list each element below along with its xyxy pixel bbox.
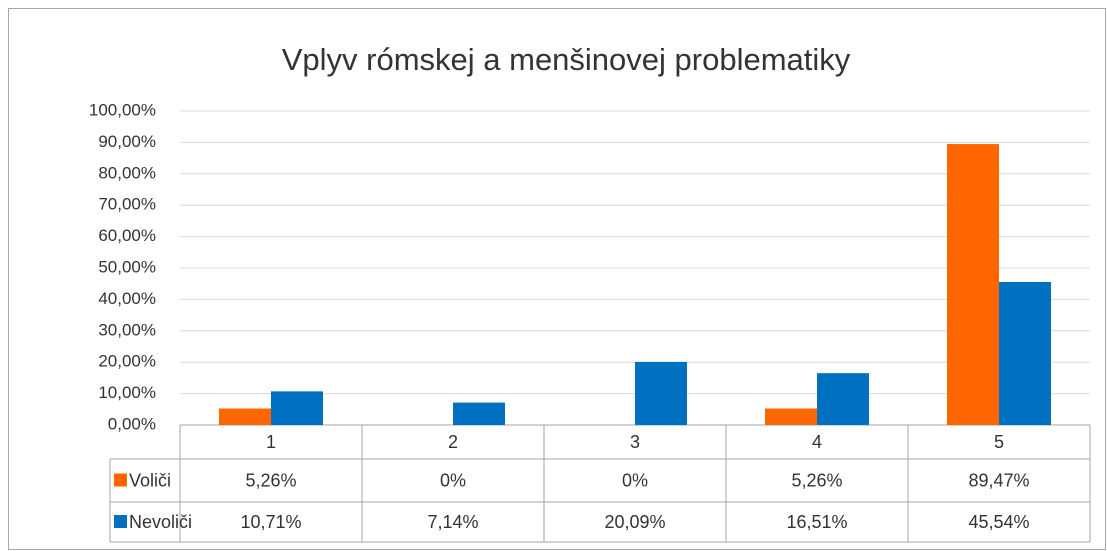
y-tick-label: 30,00% — [98, 320, 156, 339]
y-tick-label: 20,00% — [98, 352, 156, 371]
y-tick-label: 0,00% — [108, 414, 156, 433]
chart-title: Vplyv rómskej a menšinovej problematiky — [282, 42, 851, 77]
bar — [635, 361, 687, 425]
bar — [947, 144, 999, 425]
x-tick-label: 2 — [448, 432, 458, 452]
legend-swatch — [114, 515, 127, 528]
table-value: 10,71% — [240, 512, 301, 532]
x-tick-label: 3 — [630, 432, 640, 452]
bar — [999, 282, 1051, 425]
table-value: 0% — [622, 470, 648, 490]
y-tick-label: 40,00% — [98, 289, 156, 308]
legend-label: Voliči — [129, 470, 171, 490]
y-tick-label: 50,00% — [98, 257, 156, 276]
table-value: 5,26% — [245, 470, 296, 490]
bar — [271, 391, 323, 425]
bar — [765, 408, 817, 425]
legend-swatch — [114, 473, 127, 487]
table-value: 16,51% — [786, 512, 847, 532]
x-tick-label: 4 — [812, 432, 822, 452]
y-tick-label: 10,00% — [98, 383, 156, 402]
y-tick-label: 70,00% — [98, 195, 156, 214]
table-value: 0% — [440, 470, 466, 490]
bar — [453, 402, 505, 425]
bar — [817, 373, 869, 425]
table-value: 45,54% — [968, 512, 1029, 532]
y-tick-label: 60,00% — [98, 226, 156, 245]
table-value: 7,14% — [427, 512, 478, 532]
y-tick-label: 90,00% — [98, 132, 156, 151]
x-tick-label: 1 — [266, 432, 276, 452]
table-value: 89,47% — [968, 470, 1029, 490]
table-value: 20,09% — [604, 512, 665, 532]
x-tick-label: 5 — [994, 432, 1004, 452]
y-tick-label: 80,00% — [98, 163, 156, 182]
chart-border — [8, 8, 1106, 550]
legend-label: Nevoliči — [129, 512, 192, 532]
bar — [219, 408, 271, 425]
table-value: 5,26% — [791, 470, 842, 490]
y-tick-label: 100,00% — [89, 100, 156, 119]
